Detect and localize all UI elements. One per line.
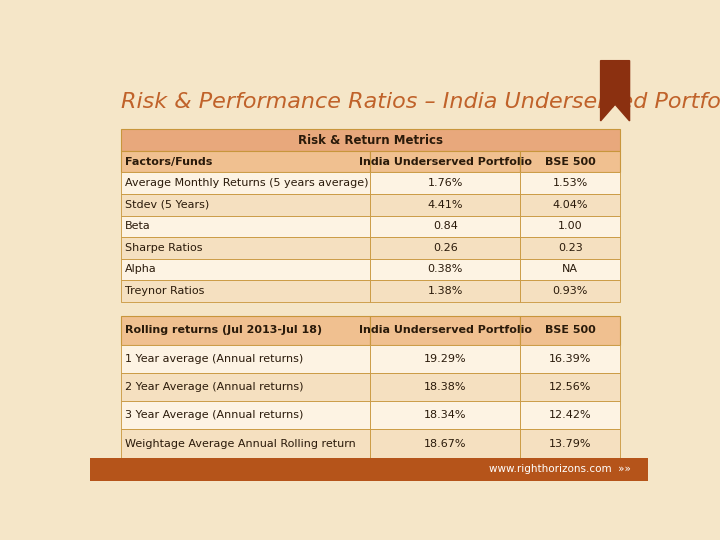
FancyBboxPatch shape [370, 373, 521, 401]
Text: India Underserved Portfolio: India Underserved Portfolio [359, 326, 532, 335]
FancyBboxPatch shape [521, 194, 620, 215]
FancyBboxPatch shape [370, 316, 521, 345]
Text: 18.38%: 18.38% [424, 382, 467, 392]
FancyBboxPatch shape [370, 259, 521, 280]
Polygon shape [600, 60, 629, 121]
Text: Stdev (5 Years): Stdev (5 Years) [125, 200, 210, 210]
Text: 12.56%: 12.56% [549, 382, 591, 392]
Text: 2 Year Average (Annual returns): 2 Year Average (Annual returns) [125, 382, 304, 392]
Text: 16.39%: 16.39% [549, 354, 591, 364]
Text: 1.53%: 1.53% [552, 178, 588, 188]
Text: 0.38%: 0.38% [428, 265, 463, 274]
Text: 3 Year Average (Annual returns): 3 Year Average (Annual returns) [125, 410, 304, 420]
FancyBboxPatch shape [121, 401, 370, 429]
Text: Sharpe Ratios: Sharpe Ratios [125, 243, 202, 253]
Text: 18.67%: 18.67% [424, 438, 467, 449]
Text: 18.34%: 18.34% [424, 410, 467, 420]
FancyBboxPatch shape [521, 237, 620, 259]
FancyBboxPatch shape [521, 280, 620, 302]
FancyBboxPatch shape [521, 373, 620, 401]
FancyBboxPatch shape [121, 129, 620, 151]
Text: Risk & Performance Ratios – India Underserved Portfolio: Risk & Performance Ratios – India Unders… [121, 92, 720, 112]
Text: 0.93%: 0.93% [552, 286, 588, 296]
FancyBboxPatch shape [121, 345, 370, 373]
Text: 4.04%: 4.04% [552, 200, 588, 210]
FancyBboxPatch shape [521, 316, 620, 345]
Text: Risk & Return Metrics: Risk & Return Metrics [298, 133, 443, 146]
Text: NA: NA [562, 265, 578, 274]
FancyBboxPatch shape [370, 194, 521, 215]
FancyBboxPatch shape [521, 429, 620, 458]
Text: 12.42%: 12.42% [549, 410, 591, 420]
Text: BSE 500: BSE 500 [545, 157, 595, 167]
Text: www.righthorizons.com  »»: www.righthorizons.com »» [490, 464, 631, 474]
Text: BSE 500: BSE 500 [545, 326, 595, 335]
Text: Treynor Ratios: Treynor Ratios [125, 286, 204, 296]
FancyBboxPatch shape [521, 215, 620, 237]
Text: 0.23: 0.23 [558, 243, 582, 253]
Text: 1.38%: 1.38% [428, 286, 463, 296]
FancyBboxPatch shape [121, 316, 370, 345]
FancyBboxPatch shape [121, 172, 370, 194]
FancyBboxPatch shape [121, 215, 370, 237]
Text: Average Monthly Returns (5 years average): Average Monthly Returns (5 years average… [125, 178, 369, 188]
Text: India Underserved Portfolio: India Underserved Portfolio [359, 157, 532, 167]
FancyBboxPatch shape [521, 172, 620, 194]
FancyBboxPatch shape [370, 215, 521, 237]
FancyBboxPatch shape [370, 429, 521, 458]
FancyBboxPatch shape [121, 280, 370, 302]
FancyBboxPatch shape [121, 373, 370, 401]
FancyBboxPatch shape [370, 345, 521, 373]
FancyBboxPatch shape [370, 151, 521, 172]
Text: Rolling returns (Jul 2013-Jul 18): Rolling returns (Jul 2013-Jul 18) [125, 326, 323, 335]
FancyBboxPatch shape [121, 429, 370, 458]
Text: Beta: Beta [125, 221, 151, 231]
Text: 0.26: 0.26 [433, 243, 458, 253]
Text: 19.29%: 19.29% [424, 354, 467, 364]
FancyBboxPatch shape [90, 458, 648, 481]
Text: Alpha: Alpha [125, 265, 157, 274]
Text: 1.00: 1.00 [558, 221, 582, 231]
Text: 1 Year average (Annual returns): 1 Year average (Annual returns) [125, 354, 303, 364]
Text: 13.79%: 13.79% [549, 438, 591, 449]
FancyBboxPatch shape [521, 345, 620, 373]
FancyBboxPatch shape [121, 151, 370, 172]
Text: 1.76%: 1.76% [428, 178, 463, 188]
Text: Weightage Average Annual Rolling return: Weightage Average Annual Rolling return [125, 438, 356, 449]
FancyBboxPatch shape [121, 237, 370, 259]
FancyBboxPatch shape [121, 194, 370, 215]
FancyBboxPatch shape [121, 259, 370, 280]
Text: 0.84: 0.84 [433, 221, 458, 231]
FancyBboxPatch shape [521, 151, 620, 172]
Text: 4.41%: 4.41% [428, 200, 463, 210]
FancyBboxPatch shape [370, 401, 521, 429]
FancyBboxPatch shape [370, 280, 521, 302]
FancyBboxPatch shape [521, 259, 620, 280]
Text: Factors/Funds: Factors/Funds [125, 157, 212, 167]
FancyBboxPatch shape [370, 172, 521, 194]
FancyBboxPatch shape [370, 237, 521, 259]
FancyBboxPatch shape [521, 401, 620, 429]
